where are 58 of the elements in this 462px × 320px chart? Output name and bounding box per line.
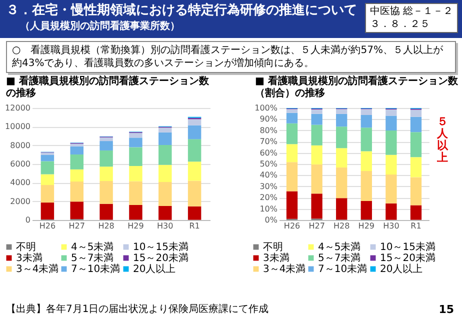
legend-label: 不明 (16, 242, 36, 253)
text: 中医協 総－１－２ (370, 6, 453, 17)
y-tick-label: 100% (254, 104, 278, 112)
legend-label: 5～7未満 (318, 252, 361, 264)
y-tick-label: 4000 (10, 178, 30, 188)
x-tick-label: H30 (157, 222, 174, 230)
text: （人員規模別の訪問看護事業所数） (20, 21, 180, 32)
y-tick-label: 12000 (5, 104, 30, 112)
x-tick-label: R1 (410, 222, 422, 230)
y-tick-label: 80% (260, 126, 278, 135)
legend-label: 不明 (263, 242, 283, 253)
legend-label: 15～20未満 (133, 252, 188, 264)
text: ３．８．２５ (370, 19, 430, 30)
legend-label: 3未満 (263, 252, 290, 264)
chart-title: ■ 看護職員規模別の訪問看護ステーション数（割合）の推移 (254, 76, 459, 100)
y-tick-label: 30% (260, 182, 278, 191)
y-tick-label: 10000 (5, 122, 30, 132)
legend-label: 10～15未満 (133, 241, 188, 253)
y-tick-label: 50% (260, 160, 278, 168)
x-tick-label: H29 (358, 222, 374, 230)
x-tick-label: H27 (68, 222, 85, 230)
x-tick-label: H27 (308, 222, 325, 230)
legend-label: 3～4未満 (263, 263, 306, 275)
x-tick-label: H26 (39, 222, 56, 230)
legend-label: 20人以上 (380, 263, 423, 275)
legend-label: 4～5未満 (318, 241, 361, 253)
legend-label: 10～15未満 (380, 241, 436, 253)
x-tick-label: H30 (383, 222, 400, 230)
y-tick-label: 20% (260, 193, 278, 202)
text: 【出典】各年7月1日の届出状況より保険局医療課にて作成 (6, 302, 269, 316)
y-tick-label: 10% (260, 204, 278, 214)
y-tick-label: 90% (260, 114, 278, 124)
y-tick-label: 2000 (10, 196, 30, 206)
y-tick-label: 70% (260, 137, 278, 146)
y-tick-label: 40% (260, 170, 278, 180)
legend-label: 15～20未満 (380, 252, 436, 264)
y-tick-label: 6000 (10, 160, 30, 168)
x-tick-label: H28 (98, 222, 114, 230)
y-tick-label: 8000 (10, 140, 30, 150)
legend-label: 7～10未満 (71, 263, 120, 275)
legend-label: 3未満 (16, 252, 42, 264)
x-tick-label: H29 (128, 222, 144, 230)
text: ３．在宅・慢性期領域における特定行為研修の推進について (6, 3, 357, 18)
legend-label: 5～7未満 (71, 252, 114, 264)
y-tick-label: 0% (264, 216, 278, 224)
text: ５人以上 (437, 115, 448, 164)
legend-label: 20人以上 (133, 263, 176, 275)
x-tick-label: H26 (284, 222, 300, 230)
x-tick-label: H28 (334, 222, 350, 230)
y-tick-label: 60% (260, 148, 278, 158)
legend-label: 3～4未満 (16, 263, 59, 275)
legend-label: 7～10未満 (318, 263, 368, 275)
text: 15 (438, 303, 454, 316)
text: ○ 看護職員規模（常勤換算）別の訪問看護ステーション数は、５人未満が約57%、５人以上が約43%であり、看護職員数の多いステーションが増加傾向にある。 (6, 41, 456, 73)
y-tick-label: 0 (25, 216, 30, 224)
legend-label: 4～5未満 (71, 241, 114, 253)
chart-title: ■ 看護職員規模別の訪問看護ステーション数の推移 (5, 76, 210, 100)
x-tick-label: R1 (189, 222, 200, 230)
